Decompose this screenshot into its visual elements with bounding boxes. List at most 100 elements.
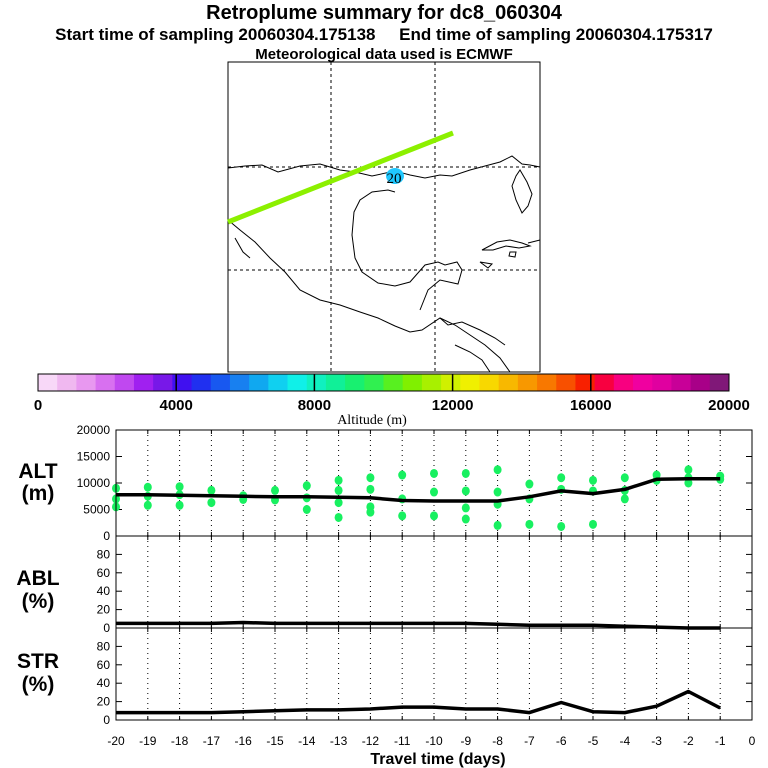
colorbar-title: Altitude (m)	[337, 413, 407, 428]
altitude-point	[461, 514, 470, 524]
colorbar-swatch	[325, 374, 346, 391]
altitude-point	[207, 485, 216, 495]
y-tick-label: 10000	[77, 476, 111, 490]
x-tick-label: -8	[492, 734, 503, 748]
altitude-point	[684, 478, 693, 488]
colorbar-tick-label: 4000	[160, 397, 193, 414]
x-tick-label: -16	[235, 734, 253, 748]
y-tick-label: 20000	[77, 423, 111, 437]
x-tick-label: -15	[266, 734, 284, 748]
colorbar-swatch	[114, 374, 135, 391]
colorbar-tick-label: 0	[34, 397, 42, 414]
altitude-point	[334, 485, 343, 495]
x-tick-label: -4	[619, 734, 630, 748]
alt-unit-label: (m)	[22, 482, 55, 505]
colorbar-swatch	[364, 374, 384, 391]
sampling-times: Start time of sampling 20060304.175138 E…	[0, 25, 768, 45]
x-tick-label: -2	[683, 734, 694, 748]
colorbar-swatch	[210, 374, 231, 391]
x-tick-label: -14	[298, 734, 316, 748]
map-coastlines	[227, 155, 541, 373]
colorbar-swatch	[671, 374, 692, 391]
y-tick-label: 80	[97, 639, 111, 653]
colorbar-swatch	[229, 374, 250, 391]
met-data-label: Meteorological data used is ECMWF	[255, 46, 513, 63]
colorbar-swatch	[633, 374, 653, 391]
colorbar-swatch	[345, 374, 365, 391]
colorbar-swatch	[498, 374, 519, 391]
altitude-point	[620, 494, 629, 504]
x-tick-label: -20	[107, 734, 125, 748]
map-graticule	[228, 62, 540, 372]
altitude-point	[557, 473, 566, 483]
colorbar-swatch	[613, 374, 634, 391]
colorbar-swatch	[460, 374, 480, 391]
altitude-point	[143, 500, 152, 510]
y-tick-label: 60	[97, 566, 111, 580]
x-tick-label: -6	[556, 734, 567, 748]
colorbar-swatch	[153, 374, 173, 391]
colorbar-swatch	[133, 374, 154, 391]
x-tick-label: 0	[749, 734, 756, 748]
altitude-point	[366, 473, 375, 483]
colorbar-swatch	[249, 374, 269, 391]
altitude-point	[684, 465, 693, 475]
x-tick-label: -5	[588, 734, 599, 748]
y-tick-label: 0	[103, 621, 110, 635]
altitude-point	[302, 505, 311, 514]
colorbar-swatch	[556, 374, 576, 391]
y-tick-label: 15000	[77, 450, 111, 464]
x-tick-label: -7	[524, 734, 535, 748]
altitude-point	[589, 475, 597, 485]
altitude-point	[398, 511, 407, 521]
altitude-point	[271, 485, 279, 495]
str-unit-label: (%)	[22, 673, 55, 696]
colorbar-swatch	[517, 374, 538, 391]
plume-track	[227, 130, 454, 225]
altitude-point	[589, 519, 597, 529]
altitude-point	[493, 487, 502, 497]
x-tick-label: -11	[394, 734, 411, 748]
altitude-point	[302, 481, 311, 491]
altitude-point	[461, 486, 470, 496]
colorbar-swatch	[76, 374, 97, 391]
x-tick-label: -3	[651, 734, 662, 748]
altitude-point	[334, 475, 343, 485]
series-line-abl	[116, 620, 721, 630]
end-time-label: End time of sampling 20060304.175317	[399, 25, 713, 44]
colorbar-swatch	[709, 374, 730, 391]
colorbar-swatch	[594, 374, 615, 391]
abl-unit-label: (%)	[22, 590, 55, 613]
abl-label: ABL	[16, 567, 59, 590]
colorbar-swatch	[537, 374, 557, 391]
panels: ALT (m) ABL (%) STR (%) Travel time (day…	[16, 423, 755, 768]
map-frame	[227, 61, 541, 373]
altitude-point	[461, 503, 470, 513]
colorbar-tick-label: 16000	[570, 397, 612, 414]
colorbar-swatch	[652, 374, 672, 391]
x-tick-label: -17	[203, 734, 221, 748]
colorbar-swatch	[306, 374, 327, 391]
y-tick-label: 20	[97, 603, 111, 617]
x-tick-label: -1	[715, 734, 726, 748]
colorbar-swatch	[38, 374, 58, 391]
y-tick-label: 40	[97, 676, 111, 690]
altitude-point	[620, 473, 629, 483]
series-line-str	[116, 689, 722, 715]
altitude-point	[175, 500, 184, 510]
altitude-point	[557, 521, 566, 531]
x-tick-label: -19	[139, 734, 157, 748]
y-tick-label: 20	[97, 695, 111, 709]
altitude-point	[430, 468, 438, 478]
colorbar-tick-label: 8000	[298, 397, 331, 414]
altitude-point	[334, 512, 343, 522]
x-axis-label: Travel time (days)	[370, 751, 505, 768]
altitude-point	[207, 498, 216, 508]
x-tick-label: -9	[460, 734, 471, 748]
colorbar-swatch	[172, 374, 193, 391]
marker-label: 20	[387, 171, 402, 187]
colorbar-frame	[37, 373, 730, 392]
series-line-alt	[116, 477, 721, 503]
colorbar-swatch	[383, 374, 404, 391]
